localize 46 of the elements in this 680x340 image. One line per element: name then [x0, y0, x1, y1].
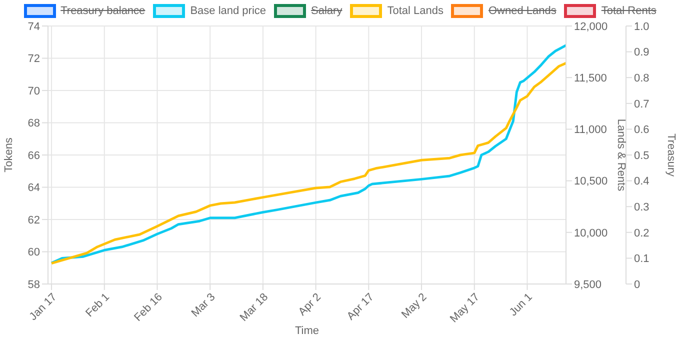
- legend-label: Total Rents: [601, 5, 656, 17]
- y-tick-label: 68: [28, 118, 40, 130]
- x-tick-label: Feb 1: [84, 291, 112, 320]
- x-tick-label: Mar 3: [189, 291, 218, 320]
- y-tick-label: 66: [28, 150, 40, 162]
- y3-tick-label: 0: [634, 278, 640, 291]
- y2-axis-title: Lands & Rents: [615, 118, 628, 192]
- legend-label: Treasury balance: [60, 5, 146, 17]
- x-tick-label: Mar 18: [238, 291, 271, 324]
- y-tick-label: 64: [28, 182, 40, 194]
- x-tick-label: May 2: [399, 291, 430, 321]
- y-tick-label: 70: [28, 85, 40, 98]
- y3-tick-label: 0.6: [634, 124, 650, 136]
- y2-tick-label: 9,500: [574, 278, 602, 291]
- y-tick-label: 60: [28, 246, 40, 259]
- x-tick-label: Feb 16: [132, 291, 165, 324]
- y2-tick-label: 10,000: [574, 227, 608, 240]
- y-tick-label: 62: [28, 214, 40, 226]
- x-tick-label: Apr 2: [296, 291, 324, 318]
- y3-tick-label: 0.2: [634, 227, 650, 240]
- y2-tick-label: 11,000: [574, 124, 607, 136]
- y3-tick-label: 0.5: [634, 150, 650, 162]
- x-tick-label: May 17: [448, 291, 482, 326]
- y2-tick-label: 12,000: [574, 20, 608, 33]
- legend-label: Owned Lands: [488, 5, 556, 17]
- y3-axis-title: Treasury: [665, 134, 678, 177]
- x-axis-title: Time: [294, 325, 320, 337]
- y3-tick-label: 0.4: [634, 176, 650, 188]
- y3-tick-label: 0.9: [634, 46, 650, 59]
- y2-tick-label: 10,500: [574, 176, 608, 188]
- y3-tick-label: 0.1: [634, 253, 650, 266]
- x-tick-label: Jan 17: [27, 291, 60, 323]
- legend-label: Base land price: [190, 5, 266, 17]
- y3-tick-label: 0.7: [634, 98, 650, 110]
- y-tick-label: 58: [28, 278, 40, 291]
- y3-tick-label: 0.8: [634, 72, 650, 85]
- y2-tick-label: 11,500: [574, 72, 607, 85]
- y-tick-label: 74: [28, 20, 40, 33]
- y-axis-title: Tokens: [2, 137, 15, 172]
- legend-label: Salary: [311, 5, 342, 17]
- legend-label: Total Lands: [387, 5, 444, 17]
- y3-tick-label: 0.3: [634, 202, 650, 214]
- y-tick-label: 72: [28, 53, 40, 66]
- y3-tick-label: 1.0: [634, 20, 650, 33]
- x-tick-label: Apr 17: [344, 291, 376, 323]
- x-tick-label: Jun 1: [507, 291, 535, 319]
